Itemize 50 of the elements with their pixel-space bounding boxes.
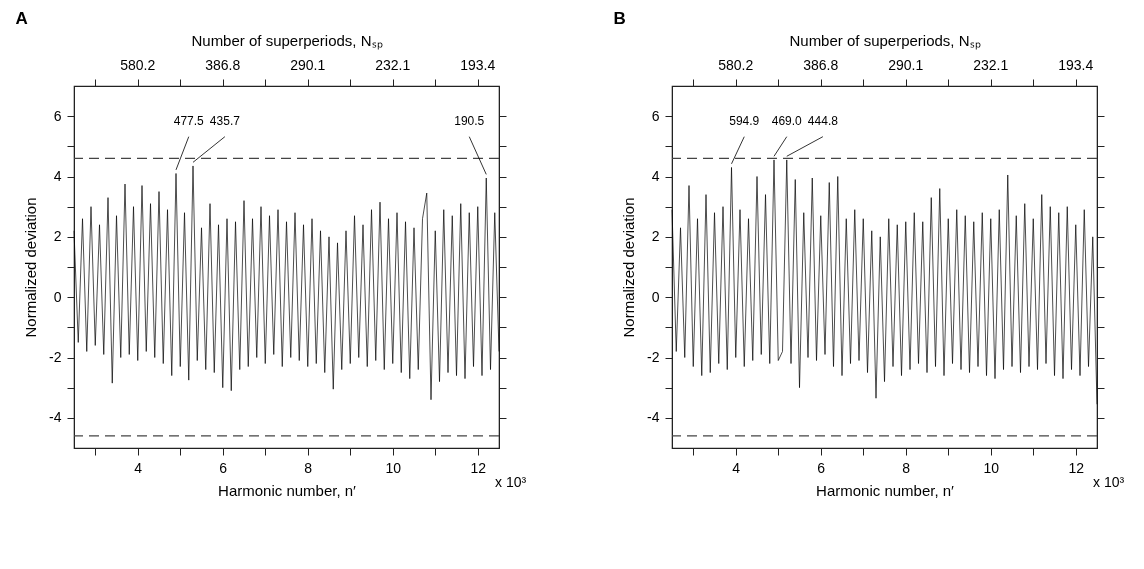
annotation: 193.4 bbox=[1058, 57, 1094, 73]
annotation: 580.2 bbox=[718, 57, 754, 73]
annotation: 477.5 bbox=[173, 113, 205, 128]
annotation: 435.7 bbox=[209, 113, 241, 128]
line-series bbox=[671, 159, 1098, 405]
x-tick-label: 8 bbox=[902, 459, 911, 476]
y-tick-label: 6 bbox=[53, 107, 62, 124]
y-tick-label: -2 bbox=[49, 349, 62, 365]
annotation: 444.8 bbox=[807, 113, 839, 128]
y-tick-label: 2 bbox=[651, 228, 660, 245]
x-tick-label: 12 bbox=[470, 459, 487, 476]
y-tick-label: 2 bbox=[53, 228, 62, 245]
annotation: 594.9 bbox=[729, 113, 760, 128]
y-axis-title: Normalized deviation bbox=[620, 197, 638, 338]
y-tick-label: -4 bbox=[49, 409, 62, 426]
x-tick-label: 4 bbox=[732, 459, 741, 476]
y-tick-label: 6 bbox=[651, 107, 660, 124]
chart-title: A bbox=[15, 8, 28, 28]
text: x 10³ bbox=[1093, 474, 1125, 490]
annotation: 290.1 bbox=[888, 57, 924, 73]
annotation: 232.1 bbox=[375, 57, 411, 73]
chart-title: B bbox=[613, 8, 626, 28]
x-tick-label: 8 bbox=[304, 459, 313, 476]
x-tick-label: 6 bbox=[219, 459, 228, 476]
annotation: 193.4 bbox=[460, 57, 496, 73]
y-tick-label: 4 bbox=[53, 168, 62, 184]
x2-axis-title: Number of superperiods, Nₛₚ bbox=[191, 32, 383, 50]
y-tick-label: -4 bbox=[647, 409, 660, 426]
annotation: 190.5 bbox=[454, 113, 485, 128]
y-axis-title: Normalized deviation bbox=[22, 197, 40, 338]
annotation: 232.1 bbox=[973, 57, 1009, 73]
line-series bbox=[73, 165, 500, 401]
annotation: 580.2 bbox=[120, 57, 156, 73]
x-tick-label: 4 bbox=[134, 459, 143, 476]
annotation: 290.1 bbox=[290, 57, 326, 73]
x-tick-label: 12 bbox=[1068, 459, 1085, 476]
y-tick-label: 0 bbox=[651, 288, 660, 305]
x-tick-label: 6 bbox=[817, 459, 826, 476]
y-tick-label: 0 bbox=[53, 288, 62, 305]
y-tick-label: -2 bbox=[647, 349, 660, 365]
y-tick-label: 4 bbox=[651, 168, 660, 184]
annotation: 469.0 bbox=[771, 113, 803, 128]
x-axis-title: Harmonic number, n′ bbox=[816, 481, 955, 499]
annotation: 386.8 bbox=[803, 57, 839, 73]
x-axis-title: Harmonic number, n′ bbox=[218, 481, 357, 499]
text: x 10³ bbox=[495, 474, 527, 490]
x-tick-label: 10 bbox=[385, 459, 402, 476]
annotation: 386.8 bbox=[205, 57, 241, 73]
x2-axis-title: Number of superperiods, Nₛₚ bbox=[789, 32, 981, 50]
x-tick-label: 10 bbox=[983, 459, 1000, 476]
